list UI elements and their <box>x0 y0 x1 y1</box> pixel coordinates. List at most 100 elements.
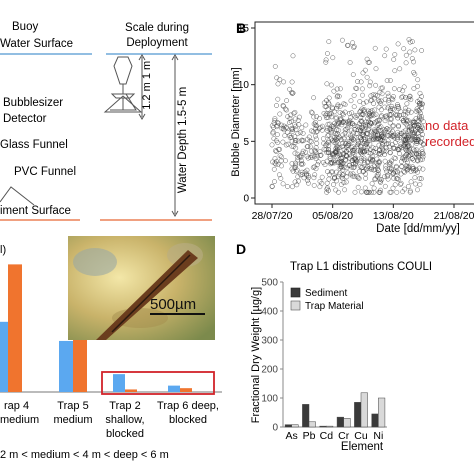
scatter-point <box>336 171 342 177</box>
trap-bar <box>125 389 137 392</box>
scatter-point <box>371 101 377 107</box>
scatter-point <box>401 138 407 144</box>
scatter-point <box>394 112 399 118</box>
panel-a-schematic: Buoy Water Surface Scale during Deployme… <box>0 21 212 221</box>
scatter-point <box>401 46 407 52</box>
scatter-point <box>370 157 375 163</box>
scatter-point <box>400 189 406 195</box>
scatter-point <box>375 167 381 173</box>
scatter-point <box>358 158 364 164</box>
scatter-point <box>384 78 390 84</box>
scatter-point <box>399 94 405 100</box>
scatter-point <box>380 142 386 148</box>
scatter-point <box>269 123 275 129</box>
scatter-point <box>417 175 423 181</box>
scatter-point <box>398 109 404 115</box>
scatter-point <box>324 180 330 186</box>
scatter-point <box>272 63 278 69</box>
scatter-point <box>351 129 357 135</box>
scatter-point <box>366 125 372 131</box>
scatter-point <box>399 145 405 151</box>
scatter-point <box>407 49 413 55</box>
scatter-point <box>325 140 331 146</box>
scatter-point <box>360 70 366 76</box>
scatter-point <box>379 137 385 143</box>
scatter-point <box>299 137 305 143</box>
scatter-point <box>313 156 319 162</box>
scatter-point <box>392 52 398 57</box>
scatter-point <box>367 141 373 147</box>
scatter-point <box>289 134 294 140</box>
buoy-label: Buoy <box>12 21 38 33</box>
scatter-point <box>291 143 297 149</box>
scatter-point <box>287 86 293 92</box>
scatter-point <box>385 141 391 146</box>
scatter-point <box>311 175 317 181</box>
legend-label-sediment: Sediment <box>305 288 347 299</box>
scatter-point <box>354 173 360 179</box>
scatter-point <box>326 150 332 155</box>
scatter-point <box>288 118 294 124</box>
scatter-point <box>269 183 275 189</box>
scatter-point <box>361 155 367 161</box>
depth-classification-legend: 2 m < medium < 4 m < deep < 6 m <box>0 449 169 461</box>
scatter-point <box>403 52 409 58</box>
scatter-point <box>413 108 419 114</box>
scatter-point <box>403 95 408 100</box>
x-tick-label: 28/07/20 <box>252 210 293 222</box>
scatter-point <box>363 122 369 127</box>
scatter-point <box>292 165 298 171</box>
scatter-point <box>396 104 402 110</box>
scatter-point <box>413 181 418 187</box>
scatter-point <box>324 141 330 147</box>
pvc-funnel-sketch <box>0 186 35 206</box>
scatter-point <box>372 92 378 98</box>
scatter-point <box>355 141 361 147</box>
scatter-point <box>288 112 294 118</box>
scatter-point <box>387 159 393 165</box>
scatter-point <box>294 151 300 157</box>
scatter-point <box>289 184 295 190</box>
scatter-point <box>350 40 356 46</box>
scatter-point <box>377 148 383 154</box>
scatter-point <box>309 128 314 134</box>
scatter-point <box>383 166 389 172</box>
scatter-point <box>312 148 318 154</box>
scatter-point <box>359 119 365 125</box>
scatter-point <box>404 165 410 171</box>
scatter-point <box>295 174 301 180</box>
scatter-point <box>409 136 415 142</box>
scatter-point <box>333 140 339 146</box>
scatter-point <box>374 172 380 178</box>
scatter-point <box>378 114 384 120</box>
scatter-point <box>319 174 325 180</box>
scatter-point <box>412 47 418 53</box>
scatter-point <box>359 86 365 92</box>
scatter-point <box>299 158 304 164</box>
scatter-point <box>395 115 401 121</box>
element-tick-label: Cd <box>320 430 334 442</box>
y-tick-label: 300 <box>261 336 278 347</box>
scatter-point <box>311 95 317 101</box>
bubblesizer-label-line2: Detector <box>3 113 47 125</box>
scatter-point <box>284 107 289 113</box>
scatter-point <box>415 187 420 193</box>
scatter-point <box>348 115 354 121</box>
scatter-point <box>418 157 423 163</box>
scatter-point <box>323 142 329 148</box>
scatter-point <box>293 145 299 151</box>
scatter-point <box>367 109 373 115</box>
scatter-point <box>355 184 361 190</box>
scatter-point <box>335 173 341 179</box>
scatter-point <box>330 125 336 131</box>
scatter-point <box>383 145 389 151</box>
scatter-point <box>360 129 366 135</box>
trap-bar <box>113 374 125 392</box>
element-bar <box>336 416 344 428</box>
scatter-point <box>403 60 409 66</box>
scatter-point <box>324 125 330 131</box>
scatter-point <box>329 104 335 110</box>
scatter-point <box>275 140 281 146</box>
trap4-label-line2: medium <box>0 414 39 426</box>
scatter-point <box>329 114 334 120</box>
